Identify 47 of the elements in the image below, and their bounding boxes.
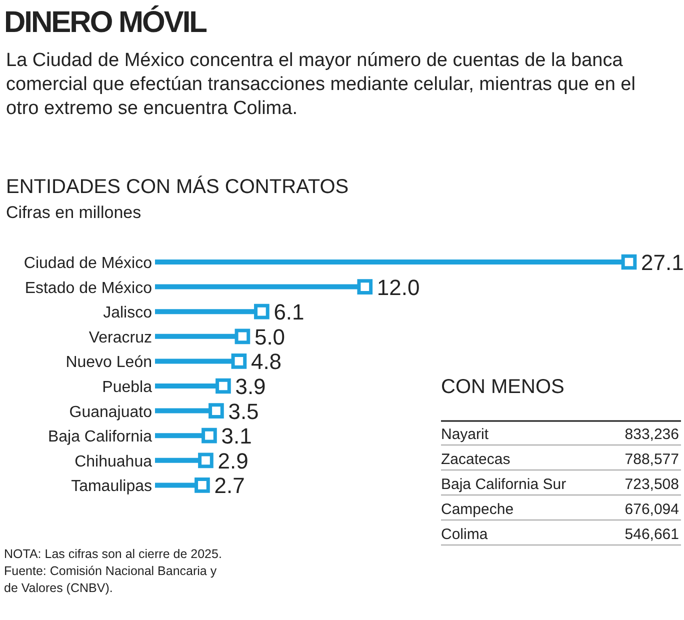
point bbox=[202, 428, 217, 444]
y-tick-label: Chihuahua bbox=[74, 453, 152, 470]
point bbox=[234, 328, 250, 344]
y-tick-label: Tamaulipas bbox=[71, 478, 152, 496]
y-tick-label: Puebla bbox=[102, 379, 152, 396]
category-label: Nayarit bbox=[441, 426, 490, 443]
data-label: 6.1 bbox=[274, 300, 304, 325]
data-label: 2.7 bbox=[214, 473, 245, 498]
data-label: 3.5 bbox=[228, 398, 259, 424]
data-label: 723,508 bbox=[624, 476, 679, 493]
point bbox=[254, 304, 270, 320]
data-label: 676,094 bbox=[624, 501, 679, 518]
point bbox=[208, 403, 224, 418]
point bbox=[357, 279, 373, 294]
point bbox=[198, 452, 214, 468]
y-tick-label: Veracruz bbox=[88, 329, 152, 346]
data-label: 788,577 bbox=[624, 451, 679, 468]
chart-title: ENTIDADES CON MÁS CONTRATOS bbox=[6, 175, 349, 198]
point bbox=[194, 478, 210, 493]
category-label: Zacatecas bbox=[441, 451, 510, 468]
text: NOTA: Las cifras son al cierre de 2025. bbox=[4, 547, 222, 561]
category-label: Baja California Sur bbox=[441, 476, 566, 493]
y-tick-label: Nuevo León bbox=[66, 354, 152, 372]
data-label: 4.8 bbox=[250, 349, 282, 374]
point bbox=[231, 354, 247, 369]
source-note: Fuente: Comisión Nacional Bancaria y de Valores (CNBV). bbox=[4, 564, 218, 595]
data-label: 5.0 bbox=[254, 324, 286, 350]
y-tick-label: Baja California bbox=[48, 428, 152, 446]
data-label: 2.9 bbox=[218, 448, 248, 474]
text: DINERO MÓVIL bbox=[4, 5, 208, 39]
data-label: 3.1 bbox=[221, 424, 252, 449]
category-label: Campeche bbox=[441, 501, 514, 518]
text: La Ciudad de México concentra el mayor número de cuentas de la banca comercial que efectúan transacciones mediante celular, mientras que en el otro extremo se encuentra Colima. bbox=[6, 50, 636, 119]
y-tick-label: Guanajuato bbox=[69, 404, 152, 421]
chart-subtitle: Cifras en millones bbox=[6, 203, 142, 222]
data-label: 546,661 bbox=[624, 526, 679, 543]
point bbox=[621, 254, 637, 270]
text: CON MENOS bbox=[441, 376, 564, 398]
data-label: 27.1 bbox=[641, 250, 684, 275]
data-label: 833,236 bbox=[624, 426, 679, 443]
data-label: 12.0 bbox=[376, 274, 420, 300]
y-tick-label: Ciudad de México bbox=[24, 255, 152, 272]
point bbox=[216, 378, 231, 394]
category-label: Colima bbox=[441, 526, 488, 543]
y-tick-label: Jalisco bbox=[103, 304, 152, 322]
data-label: 3.9 bbox=[235, 374, 266, 399]
y-tick-label: Estado de México bbox=[24, 280, 152, 297]
